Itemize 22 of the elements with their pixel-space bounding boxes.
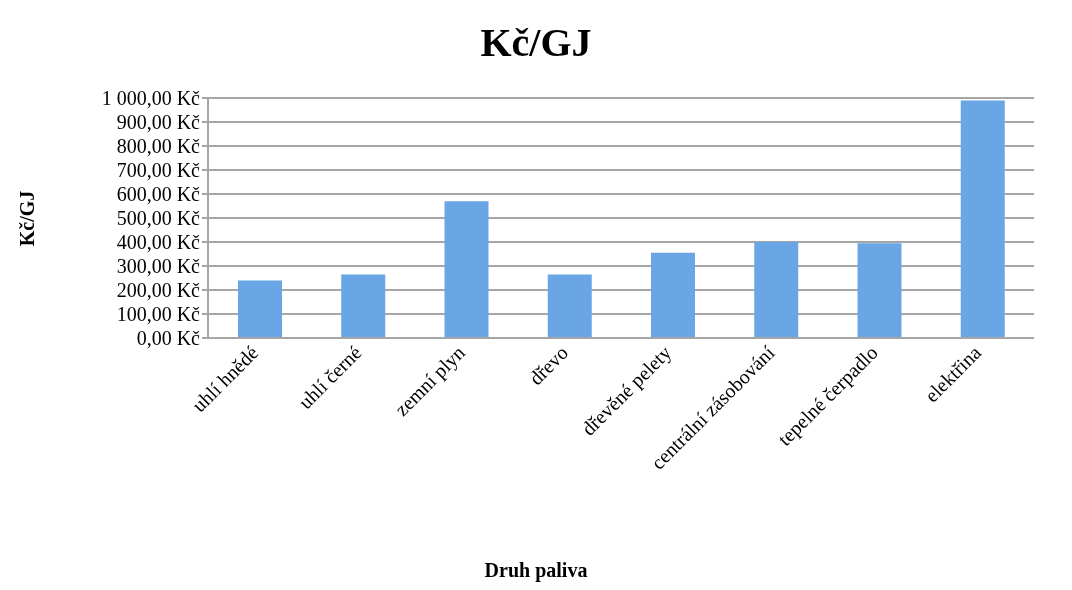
bar	[547, 274, 592, 338]
y-tick-label: 600,00 Kč	[116, 183, 201, 206]
y-tick-label: 100,00 Kč	[116, 303, 201, 326]
y-tick-label: 500,00 Kč	[116, 207, 201, 230]
bar	[444, 201, 489, 338]
y-tick-label: 900,00 Kč	[116, 111, 201, 134]
bar	[651, 252, 695, 338]
chart-title: Kč/GJ	[479, 19, 593, 67]
y-tick-label: 400,00 Kč	[116, 231, 201, 254]
y-tick-label: 700,00 Kč	[116, 159, 201, 182]
y-tick-label: 200,00 Kč	[116, 279, 201, 302]
bar	[857, 243, 902, 338]
y-axis-title: Kč/GJ	[16, 190, 40, 246]
bar	[960, 100, 1005, 338]
y-tick-label: 800,00 Kč	[116, 135, 201, 158]
x-axis-title: Druh paliva	[483, 559, 589, 582]
bar	[238, 280, 282, 338]
bar	[754, 242, 799, 338]
y-tick-label: 0,00 Kč	[136, 327, 201, 350]
y-tick-label: 300,00 Kč	[116, 255, 201, 278]
bar	[341, 274, 386, 338]
y-tick-label: 1 000,00 Kč	[101, 87, 201, 110]
